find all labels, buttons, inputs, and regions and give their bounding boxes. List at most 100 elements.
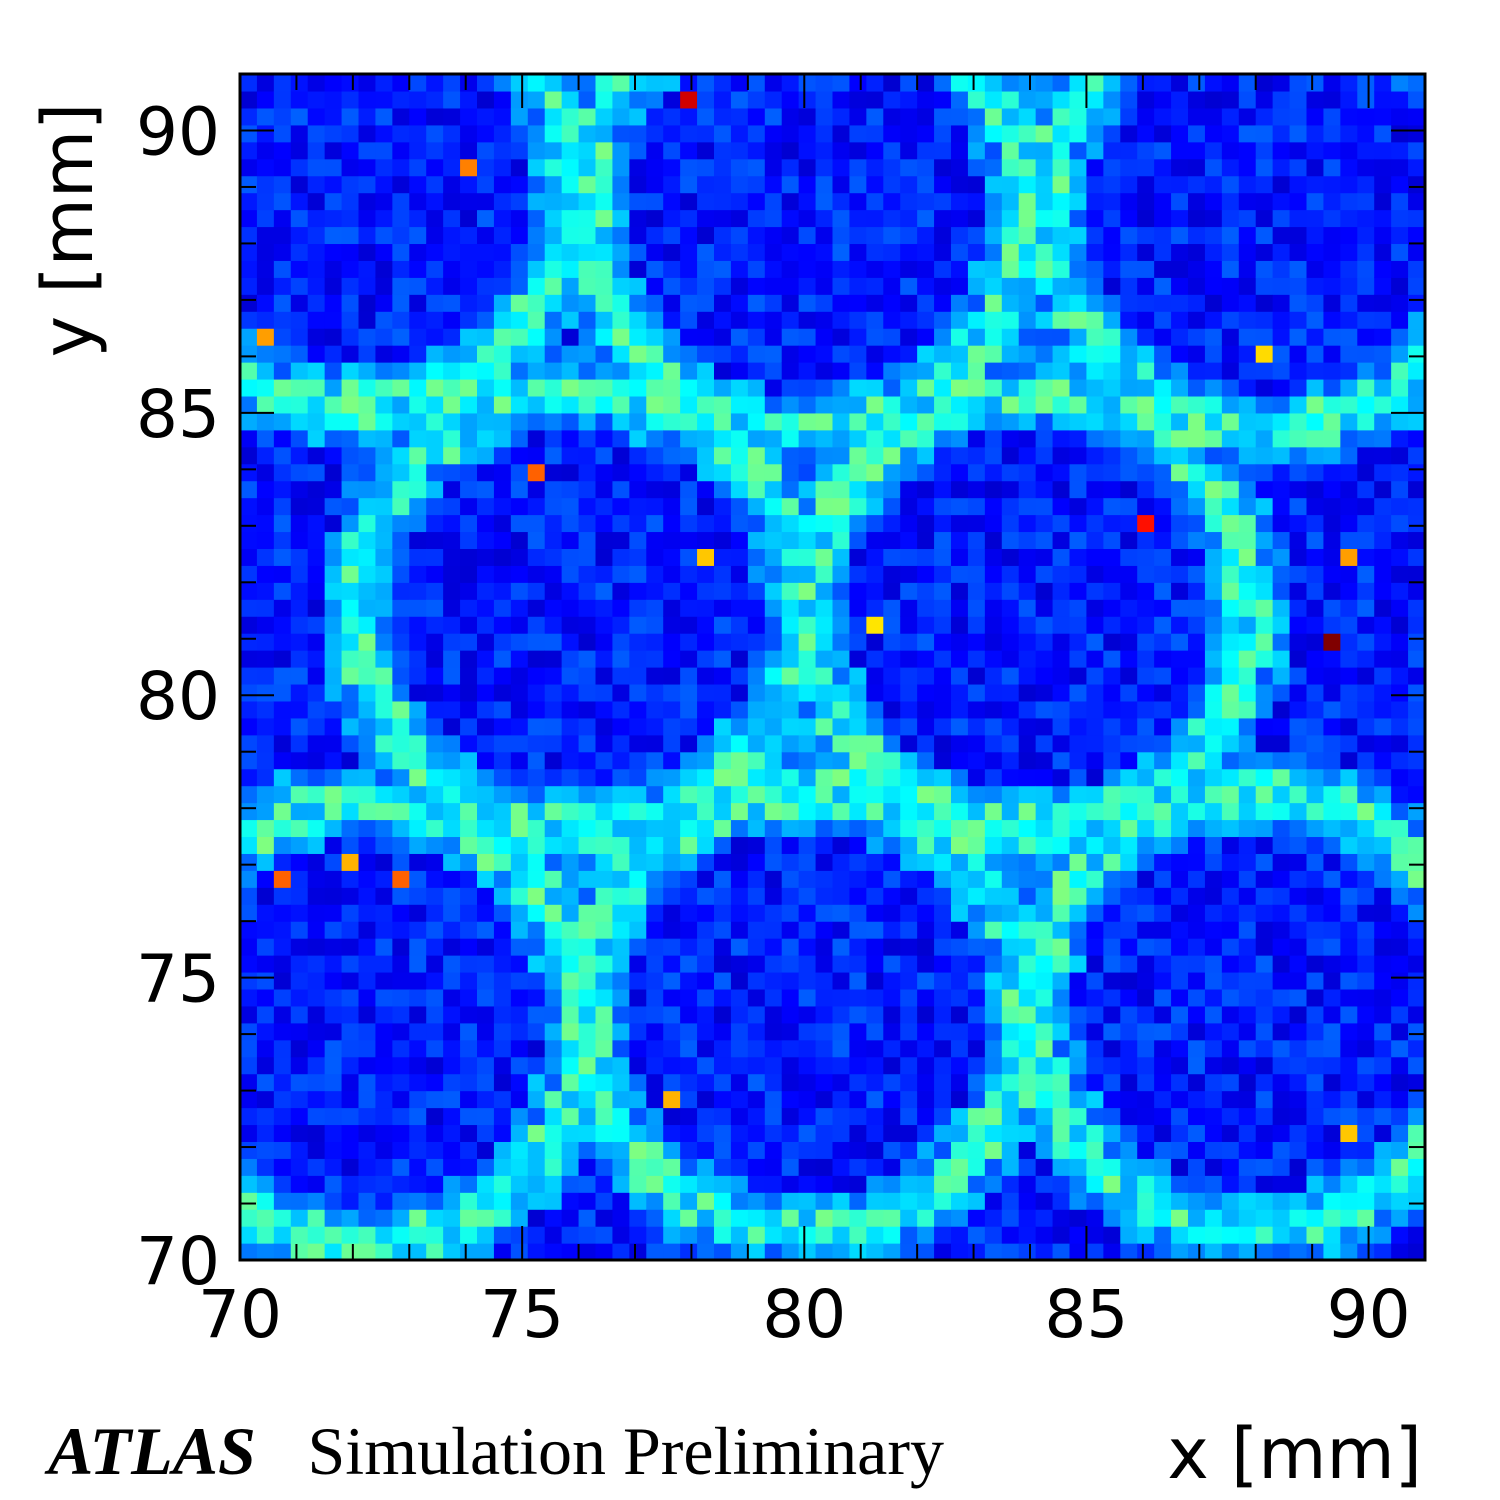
heatmap-bin — [815, 650, 834, 668]
heatmap-bin — [1340, 74, 1358, 92]
heatmap-bin — [1238, 734, 1257, 753]
heatmap-bin — [629, 1056, 647, 1075]
heatmap-bin — [273, 446, 292, 465]
heatmap-bin — [781, 362, 800, 380]
heatmap-bin — [680, 294, 698, 312]
heatmap-bin — [646, 429, 664, 448]
heatmap-bin — [1120, 955, 1138, 973]
heatmap-bin — [1323, 836, 1341, 854]
heatmap-bin — [1035, 853, 1054, 871]
heatmap-bin — [358, 209, 377, 228]
heatmap-bin — [866, 260, 884, 278]
heatmap-bin — [697, 582, 715, 600]
heatmap-bin — [307, 1073, 326, 1092]
heatmap-bin — [629, 158, 647, 177]
heatmap-bin — [307, 1209, 326, 1227]
heatmap-bin — [1221, 819, 1240, 838]
heatmap-bin — [1289, 378, 1308, 397]
heatmap-bin — [426, 616, 444, 634]
heatmap-bin — [612, 260, 630, 278]
heatmap-bin — [832, 1141, 851, 1159]
heatmap-bin — [1086, 785, 1104, 804]
heatmap-bin — [358, 988, 377, 1007]
heatmap-bin — [527, 819, 546, 838]
heatmap-bin — [680, 1090, 698, 1109]
heatmap-bin — [240, 311, 258, 329]
heatmap-bin — [324, 429, 343, 448]
heatmap-bin — [1120, 582, 1138, 600]
heatmap-bin — [1340, 311, 1358, 329]
heatmap-bin — [951, 971, 969, 990]
heatmap-bin — [984, 853, 1003, 871]
heatmap-bin — [1137, 311, 1155, 329]
heatmap-bin — [1137, 497, 1155, 516]
heatmap-bin — [561, 480, 580, 499]
heatmap-bin — [1374, 395, 1392, 414]
heatmap-bin — [1255, 548, 1274, 566]
heatmap-bin — [1238, 74, 1257, 92]
heatmap-bins — [240, 74, 1426, 1261]
heatmap-bin — [646, 683, 664, 702]
heatmap-bin — [256, 1039, 275, 1058]
heatmap-bin — [866, 565, 884, 583]
heatmap-bin — [1221, 497, 1240, 516]
heatmap-bin — [240, 819, 258, 838]
heatmap-bin — [443, 124, 461, 143]
heatmap-bin — [730, 531, 749, 549]
heatmap-bin — [290, 1243, 309, 1261]
heatmap-bin — [883, 802, 901, 821]
heatmap-bin — [240, 74, 258, 92]
heatmap-bin — [1357, 1209, 1375, 1227]
heatmap-bin — [967, 734, 986, 753]
heatmap-bin — [1238, 294, 1257, 312]
heatmap-bin — [426, 412, 444, 431]
heatmap-bin — [341, 463, 360, 482]
heatmap-bin — [1035, 294, 1054, 312]
heatmap-bin — [646, 548, 664, 566]
heatmap-bin — [493, 107, 512, 126]
heatmap-bin — [256, 971, 275, 990]
heatmap-bin — [443, 683, 461, 702]
heatmap-bin — [409, 412, 427, 431]
heatmap-bin — [730, 548, 749, 566]
heatmap-bin — [1204, 1192, 1223, 1210]
heatmap-bin — [1069, 260, 1088, 278]
heatmap-bin — [629, 531, 647, 549]
heatmap-bin — [1323, 1175, 1341, 1193]
heatmap-bin — [917, 158, 935, 177]
heatmap-bin — [1289, 1039, 1308, 1058]
heatmap-bin — [747, 1056, 766, 1075]
heatmap-bin — [1171, 616, 1189, 634]
heatmap-bin — [443, 616, 461, 634]
heatmap-bin — [1340, 938, 1358, 956]
heatmap-bin — [714, 683, 732, 702]
heatmap-bin — [832, 74, 851, 92]
heatmap-bin — [1018, 345, 1037, 363]
heatmap-bin — [256, 768, 275, 787]
heatmap-bin — [1272, 1022, 1291, 1041]
heatmap-bin — [1171, 904, 1189, 922]
heatmap-bin — [1323, 768, 1341, 787]
heatmap-bin — [544, 683, 563, 702]
heatmap-bin — [849, 395, 867, 414]
heatmap-bin — [1323, 548, 1341, 566]
heatmap-bin — [1408, 683, 1426, 702]
heatmap-bin — [646, 226, 664, 245]
heatmap-bin — [1069, 311, 1088, 329]
heatmap-bin — [392, 514, 410, 533]
heatmap-bin — [612, 1175, 630, 1193]
heatmap-bin — [1374, 1107, 1392, 1126]
heatmap-bin — [409, 1056, 427, 1075]
heatmap-bin — [256, 107, 275, 126]
heatmap-bin — [764, 683, 783, 702]
heatmap-bin — [1408, 1107, 1426, 1126]
heatmap-bin — [984, 1243, 1003, 1261]
heatmap-bin — [240, 938, 258, 956]
heatmap-bin — [951, 158, 969, 177]
heatmap-bin — [527, 74, 546, 92]
heatmap-bin — [341, 209, 360, 228]
heatmap-bin — [984, 717, 1003, 736]
heatmap-bin — [1035, 209, 1054, 228]
heatmap-bin — [1306, 971, 1325, 990]
heatmap-bin — [510, 446, 529, 465]
